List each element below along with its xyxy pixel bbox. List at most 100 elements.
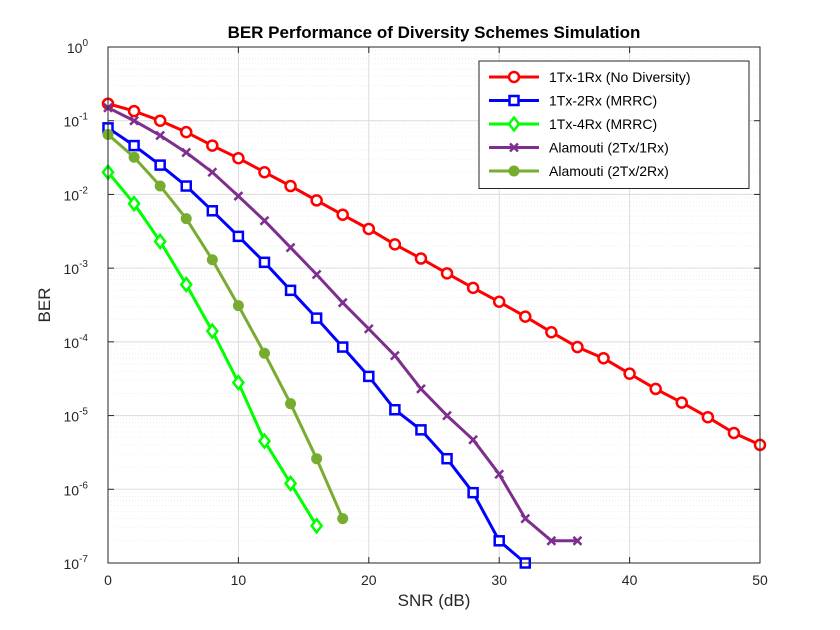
data-point [205,322,219,340]
legend-marker [507,70,521,84]
legend-label: 1Tx-4Rx (MRRC) [549,116,657,132]
data-point [389,350,400,361]
legend-item: 1Tx-2Rx (MRRC) [489,93,657,109]
legend-label: Alamouti (2Tx/2Rx) [549,163,669,179]
x-tick-label: 20 [361,572,377,588]
data-point [154,180,166,192]
y-tick-label: 10-6 [64,480,89,498]
data-point [597,351,610,365]
legend-item: Alamouti (2Tx/1Rx) [489,140,669,156]
data-point [233,191,244,201]
data-point [467,486,479,499]
data-point [232,300,244,312]
x-tick-label: 10 [231,572,247,588]
data-point [442,410,452,421]
legend-item: 1Tx-1Rx (No Diversity) [489,69,691,85]
data-point [257,432,272,450]
data-point [180,180,192,192]
data-point [232,230,245,243]
x-tick-label: 50 [752,572,768,588]
data-point [283,474,298,492]
axis-ticks: 0 10 20 30 40 50 100 10-1 10-2 10-3 10-4 10-5 10-6 10… [64,38,768,588]
y-tick-label: 10-2 [64,185,89,203]
data-point [259,215,270,226]
data-point [179,125,193,139]
data-point [127,195,141,213]
data-point [701,410,715,424]
data-point [181,147,192,158]
data-point [232,151,245,165]
y-tick-label: 10-7 [64,554,89,572]
data-point [258,165,271,179]
plot-border [107,46,761,564]
x-tick-label: 0 [104,572,112,588]
series-3 [101,163,324,535]
data-point [128,151,140,163]
data-point [572,535,583,546]
series-line [107,133,345,520]
data-point [310,312,323,324]
data-point [285,398,297,410]
data-point [466,281,480,295]
data-point [258,347,270,359]
series-1 [101,97,767,452]
data-point [179,275,193,294]
data-point [545,325,558,339]
series-2 [102,122,532,569]
data-point [493,535,505,547]
data-point [155,130,166,141]
data-point [258,256,271,269]
data-point [675,396,689,409]
data-point [337,513,349,525]
data-point [416,384,426,394]
data-point [336,341,349,353]
data-point [154,159,166,171]
legend-marker [508,94,520,107]
data-point [153,232,167,251]
legend-item: Alamouti (2Tx/2Rx) [489,163,669,179]
y-tick-label: 10-1 [64,112,89,130]
data-point [494,469,505,480]
legend-item: 1Tx-4Rx (MRRC) [489,115,657,133]
data-point [207,167,218,178]
y-axis-label: BER [35,288,54,323]
data-point [727,426,741,440]
data-point [310,517,324,535]
data-point [180,213,192,225]
series-layer [101,97,767,569]
series-4 [103,102,583,546]
data-point [519,310,532,323]
data-point [206,139,219,152]
data-point [415,424,427,436]
data-point [363,323,374,334]
legend-label: Alamouti (2Tx/1Rx) [549,140,669,156]
y-tick-label: 100 [67,38,89,56]
data-point [311,269,322,280]
data-point [311,453,323,465]
series-5 [102,129,349,525]
x-tick-label: 30 [491,572,507,588]
data-point [492,295,506,309]
y-tick-label: 10-5 [64,407,89,425]
legend-label: 1Tx-2Rx (MRRC) [549,93,657,109]
y-tick-label: 10-3 [64,259,89,277]
data-point [441,452,453,465]
data-point [571,340,584,354]
data-point [206,205,219,217]
data-point [153,114,167,127]
data-point [388,238,402,251]
legend-label: 1Tx-1Rx (No Diversity) [549,69,691,85]
legend-marker [508,165,520,177]
data-point [520,513,531,524]
data-point [414,252,428,265]
data-point [285,242,296,253]
data-point [468,434,479,445]
legend: 1Tx-1Rx (No Diversity) 1Tx-2Rx (MRRC) 1Tx-… [478,60,750,189]
data-point [284,179,297,193]
data-point [231,374,245,392]
data-point [389,403,401,416]
y-tick-label: 10-4 [64,333,89,351]
data-point [336,208,349,222]
x-tick-label: 40 [622,572,638,588]
